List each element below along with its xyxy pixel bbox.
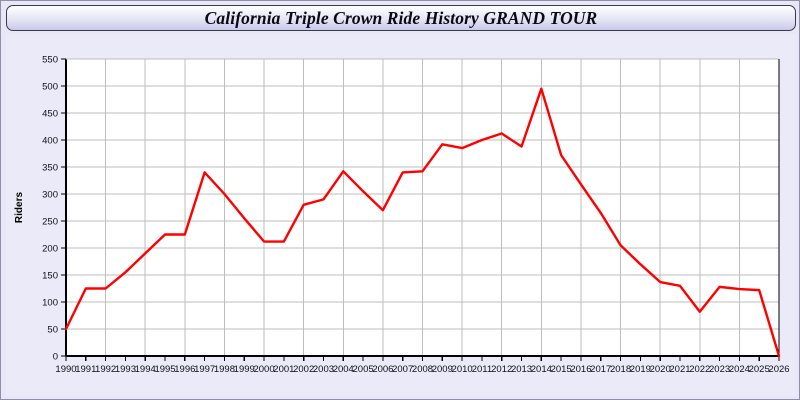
axis-lines <box>65 58 780 357</box>
x-tick-label: 2001 <box>273 364 294 375</box>
y-axis-tick-labels: 0 50 100 150 200 250 300 350 400 450 500 550 <box>42 55 58 363</box>
y-axis-title: Riders <box>14 192 25 224</box>
window-title-bar: California Triple Crown Ride History GRA… <box>6 5 796 31</box>
series-path-riders <box>64 87 781 358</box>
x-tick-label: 2020 <box>650 364 671 375</box>
y-tick-label: 450 <box>42 109 58 120</box>
y-tick-label: 550 <box>42 55 58 66</box>
x-tick-label: 1997 <box>194 364 215 375</box>
x-tick-label: 1996 <box>174 364 195 375</box>
y-axis-title-text: Riders <box>14 192 25 224</box>
y-tick-label: 250 <box>42 217 58 228</box>
y-tick-label: 200 <box>42 244 58 255</box>
x-tick-label: 1993 <box>115 364 136 375</box>
y-tick-label: 50 <box>47 325 58 336</box>
x-tick-label: 1999 <box>234 364 255 375</box>
y-tick-label: 400 <box>42 136 58 147</box>
x-tick-label: 2013 <box>511 364 532 375</box>
x-tick-label: 2025 <box>749 364 770 375</box>
y-tick-label: 100 <box>42 298 58 309</box>
page-title: California Triple Crown Ride History GRA… <box>204 7 598 28</box>
riders-series-line <box>64 87 781 358</box>
x-tick-label: 2015 <box>551 364 572 375</box>
x-tick-label: 2007 <box>392 364 413 375</box>
y-tick-label: 150 <box>42 271 58 282</box>
x-tick-label: 2014 <box>531 364 552 375</box>
x-tick-label: 1998 <box>214 364 235 375</box>
x-tick-label: 2024 <box>729 364 750 375</box>
y-tick-label: 0 <box>53 352 58 363</box>
x-tick-label: 2009 <box>432 364 453 375</box>
x-tick-label: 2022 <box>689 364 710 375</box>
x-tick-label: 2000 <box>253 364 274 375</box>
x-tick-label: 1994 <box>135 364 156 375</box>
x-tick-label: 2017 <box>590 364 611 375</box>
x-tick-label: 2021 <box>669 364 690 375</box>
y-tick-label: 300 <box>42 190 58 201</box>
x-tick-label: 2005 <box>353 364 374 375</box>
x-tick-label: 2026 <box>768 364 789 375</box>
y-tick-label: 500 <box>42 82 58 93</box>
plot-background <box>6 34 796 396</box>
x-tick-label: 1991 <box>75 364 96 375</box>
x-tick-label: 2006 <box>372 364 393 375</box>
plot-area: 0 50 100 150 200 250 300 350 400 450 500 550 1990 19… <box>6 34 796 396</box>
x-tick-label: 1992 <box>95 364 116 375</box>
tick-marks <box>61 58 780 361</box>
x-tick-label: 1995 <box>154 364 175 375</box>
x-tick-label: 2008 <box>412 364 433 375</box>
x-tick-label: 2010 <box>452 364 473 375</box>
x-tick-label: 2002 <box>293 364 314 375</box>
x-tick-label: 2016 <box>570 364 591 375</box>
x-tick-label: 2019 <box>630 364 651 375</box>
x-tick-label: 2018 <box>610 364 631 375</box>
x-tick-label: 2003 <box>313 364 334 375</box>
y-tick-label: 350 <box>42 163 58 174</box>
chart-panel: 0 50 100 150 200 250 300 350 400 450 500 550 1990 19… <box>6 34 796 396</box>
x-tick-label: 2012 <box>491 364 512 375</box>
x-axis-tick-labels: 1990199119921993199419951996199719981999… <box>55 364 789 375</box>
grid-lines <box>66 58 780 356</box>
x-tick-label: 2011 <box>472 364 492 375</box>
x-tick-label: 1990 <box>55 364 76 375</box>
x-tick-label: 2023 <box>709 364 730 375</box>
x-tick-label: 2004 <box>333 364 354 375</box>
